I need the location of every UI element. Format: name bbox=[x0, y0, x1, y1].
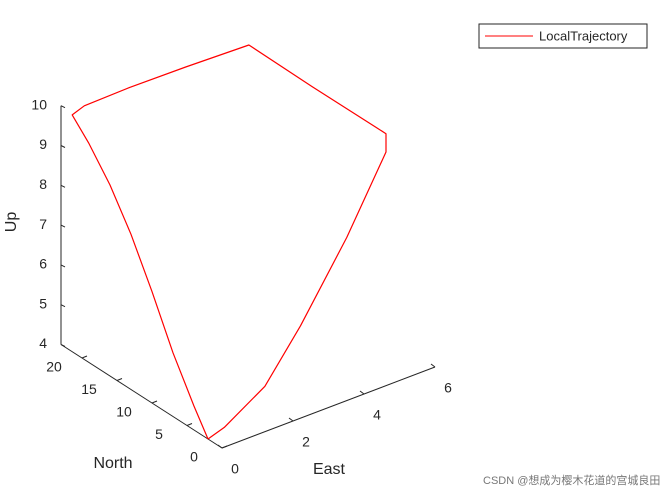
z-tick-label: 9 bbox=[39, 136, 47, 152]
x-axis-line bbox=[221, 366, 436, 449]
z-tick bbox=[60, 224, 66, 228]
z-tick bbox=[60, 264, 66, 268]
z-tick bbox=[60, 145, 66, 148]
z-tick-label: 10 bbox=[31, 96, 47, 112]
y-tick-label: 10 bbox=[116, 404, 132, 420]
x-tick bbox=[217, 444, 223, 449]
x-tick bbox=[288, 417, 294, 422]
watermark: CSDN @想成为樱木花道的宫城良田 bbox=[483, 473, 660, 487]
z-tick bbox=[60, 304, 66, 308]
x-tick bbox=[430, 363, 436, 368]
y-tick bbox=[116, 378, 123, 381]
y-tick bbox=[81, 355, 88, 359]
y-tick-label: 15 bbox=[81, 381, 97, 397]
x-axis-label: East bbox=[313, 461, 346, 478]
y-tick bbox=[186, 423, 193, 426]
x-tick-label: 0 bbox=[231, 461, 239, 477]
x-tick bbox=[359, 390, 365, 395]
z-tick-label: 6 bbox=[39, 256, 47, 272]
z-tick-label: 5 bbox=[39, 295, 47, 311]
z-tick-label: 8 bbox=[39, 176, 47, 192]
y-tick-label: 20 bbox=[46, 359, 62, 375]
z-tick bbox=[60, 184, 66, 188]
x-tick-label: 4 bbox=[373, 407, 381, 423]
y-tick-label: 0 bbox=[190, 449, 198, 465]
y-tick bbox=[221, 445, 228, 449]
z-tick bbox=[60, 105, 66, 109]
x-tick-label: 6 bbox=[444, 380, 452, 396]
trajectory-line bbox=[71, 44, 387, 440]
legend: LocalTrajectory bbox=[478, 23, 648, 49]
z-tick-label: 7 bbox=[39, 216, 47, 232]
z-tick bbox=[60, 344, 66, 347]
z-tick-label: 4 bbox=[39, 335, 47, 351]
y-axis-line bbox=[60, 344, 223, 449]
legend-label: LocalTrajectory bbox=[539, 28, 628, 43]
x-tick-label: 2 bbox=[302, 434, 310, 450]
y-tick-label: 5 bbox=[155, 426, 163, 442]
y-axis-label: North bbox=[93, 455, 132, 472]
y-tick bbox=[151, 400, 158, 404]
z-axis-label: Up bbox=[3, 212, 20, 233]
